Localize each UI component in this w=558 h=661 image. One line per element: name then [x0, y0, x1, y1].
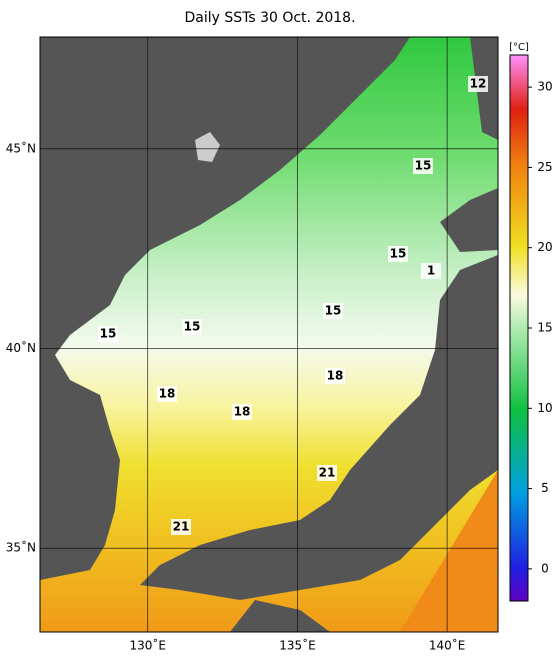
y-tick-label: 45˚N: [6, 140, 36, 155]
title: Daily SSTs 30 Oct. 2018.: [184, 10, 355, 26]
map-frame: [39, 36, 499, 633]
contour-label: 1: [427, 264, 435, 278]
contour-label-bg: [232, 404, 252, 420]
contour-label: 21: [173, 520, 190, 534]
x-tick-label: 135˚E: [279, 638, 316, 653]
lake: [195, 132, 220, 162]
contour-label-bg: [325, 368, 345, 384]
contour-label: 15: [184, 320, 201, 334]
contour-label: 18: [159, 387, 176, 401]
colorbar-unit: [°C]: [509, 42, 529, 53]
contour-label-bg: [388, 246, 408, 262]
land-honshu: [140, 255, 498, 600]
contour-label-bg: [323, 303, 343, 319]
colorbar-tick-label: 10: [537, 401, 552, 415]
contour-label-bg: [413, 158, 433, 174]
land-shikoku: [230, 600, 330, 632]
contour-label: 15: [100, 327, 117, 341]
contour-label-bg: [421, 263, 441, 279]
contour-label-bg: [157, 386, 177, 402]
contour-label: 12: [470, 77, 487, 91]
land-asia: [40, 37, 410, 580]
contour-label: 15: [325, 304, 342, 318]
contour-label-bg: [317, 465, 337, 481]
colorbar-tick-label: 20: [537, 240, 552, 254]
contour-label: 18: [234, 405, 251, 419]
contour-label: 21: [319, 466, 336, 480]
contour-label: 18: [327, 369, 344, 383]
pacific: [400, 470, 498, 632]
y-tick-label: 35˚N: [6, 540, 36, 555]
colorbar-tick-label: 15: [537, 321, 552, 335]
contour-label-bg: [171, 519, 191, 535]
colorbar: [509, 54, 529, 602]
colorbar-tick-label: 30: [537, 80, 552, 94]
land-hokkaido: [440, 188, 498, 252]
contour-label: 15: [415, 159, 432, 173]
x-tick-label: 140˚E: [429, 638, 466, 653]
colorbar-tick-label: 0: [541, 561, 549, 575]
colorbar-tick-label: 25: [537, 160, 552, 174]
colorbar-tick-label: 5: [541, 481, 549, 495]
contour-label-bg: [182, 319, 202, 335]
y-tick-label: 40˚N: [6, 340, 36, 355]
contour-label-bg: [98, 326, 118, 342]
contour-label: 15: [390, 247, 407, 261]
x-tick-label: 130˚E: [130, 638, 167, 653]
contour-label-bg: [468, 76, 488, 92]
